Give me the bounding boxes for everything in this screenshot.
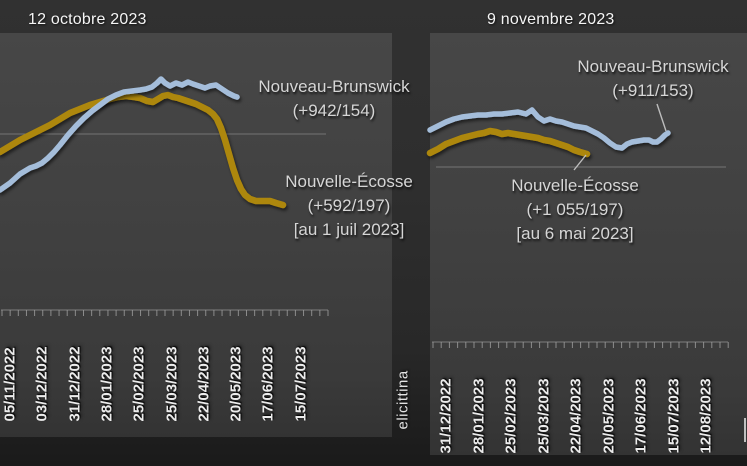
nb-series-line (427, 107, 671, 151)
ne-annotation-asof: [au 1 juil 2023] (293, 220, 405, 239)
ne-annotation-right: Nouvelle-Écosse (+1 055/197) [au 6 mai 2… (475, 174, 675, 246)
x-axis-label: 17/06/2023 (259, 345, 277, 421)
x-axis-label: 15/07/2023 (292, 345, 310, 421)
watermark-text: elicittina (394, 370, 412, 430)
x-axis-label: 12/08/2023 (697, 377, 715, 453)
x-axis-label: 28/01/2023 (470, 377, 487, 453)
nb-series-line (0, 76, 240, 193)
x-axis-label: 25/02/2023 (502, 377, 520, 453)
ne-leader-line (573, 154, 587, 171)
x-axis-label: 15/07/2023 (665, 377, 682, 453)
x-axis-label: 31/12/2022 (66, 345, 84, 421)
nb-annotation-right: Nouveau-Brunswick (+911/153) (553, 55, 747, 103)
screen-edge-artifact (744, 418, 746, 442)
x-axis-label: 31/12/2022 (437, 377, 455, 453)
nb-leader-line (656, 103, 667, 132)
chart-canvas-right (426, 103, 729, 348)
chart-panel-left: Nouveau-Brunswick (+942/154) Nouvelle-Éc… (0, 33, 413, 437)
x-axis-label: 25/02/2023 (130, 345, 148, 421)
ne-series-line (0, 91, 287, 209)
x-axis-label: 25/03/2023 (535, 377, 552, 453)
ne-annotation-asof: [au 6 mai 2023] (516, 224, 634, 243)
slide-title-left: 12 octobre 2023 (28, 11, 147, 28)
ne-annotation-name: Nouvelle-Écosse (511, 176, 639, 195)
x-axis-label: 05/11/2022 (1, 346, 19, 421)
x-axis-label: 22/04/2023 (195, 345, 213, 421)
ne-annotation-value: (+1 055/197) (526, 200, 624, 219)
ne-annotation-value: (+592/197) (307, 196, 391, 215)
x-axis-label: 28/01/2023 (98, 345, 116, 421)
x-axis-label: 17/06/2023 (632, 377, 650, 453)
ne-series-line (426, 127, 591, 158)
ne-annotation-name: Nouvelle-Écosse (285, 172, 413, 191)
nb-annotation-left: Nouveau-Brunswick (+942/154) (234, 75, 434, 123)
nb-annotation-value: (+942/154) (292, 101, 376, 120)
nb-annotation-value: (+911/153) (612, 81, 694, 100)
ne-annotation-left: Nouvelle-Écosse (+592/197) [au 1 juil 20… (249, 170, 449, 242)
x-axis-label: 03/12/2022 (33, 345, 51, 421)
slide-title-right: 9 novembre 2023 (487, 11, 615, 28)
x-axis-label: 20/05/2023 (600, 377, 617, 453)
x-axis-label: 20/05/2023 (227, 345, 245, 421)
chart-canvas-left (0, 76, 329, 316)
nb-annotation-name: Nouveau-Brunswick (577, 57, 729, 76)
chart-panel-right: Nouveau-Brunswick (+911/153) Nouvelle-Éc… (426, 33, 747, 455)
x-axis-label: 22/04/2023 (567, 377, 585, 453)
nb-annotation-name: Nouveau-Brunswick (258, 77, 410, 96)
x-axis-label: 25/03/2023 (163, 345, 180, 421)
